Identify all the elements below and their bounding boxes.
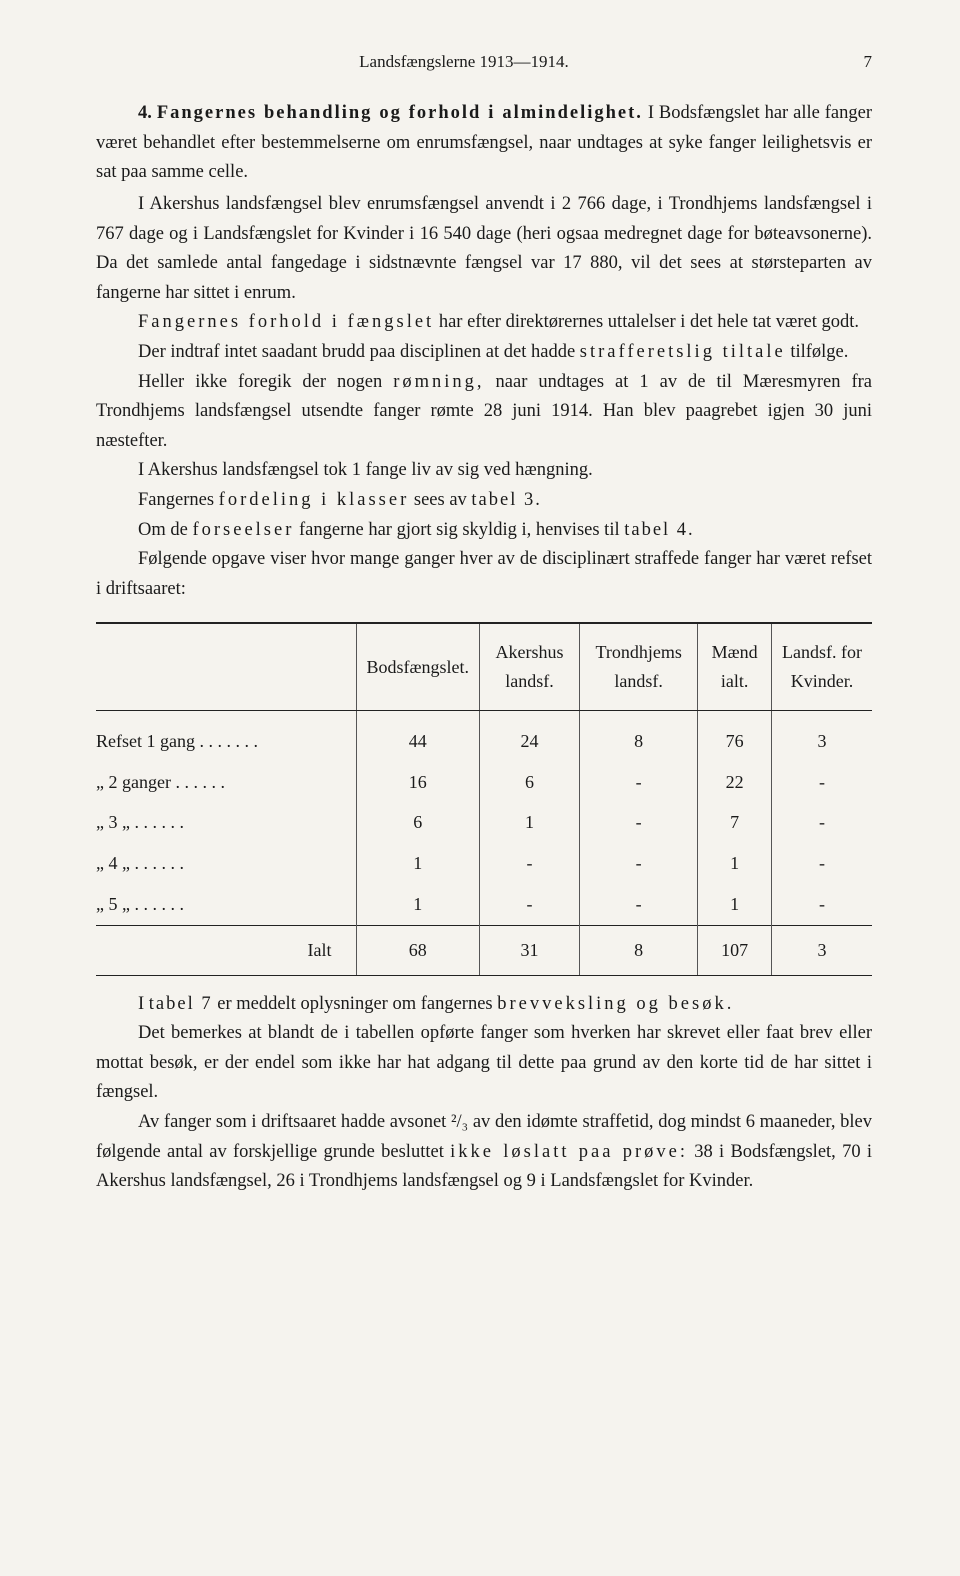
table-header-empty: [96, 623, 356, 710]
page-number: 7: [832, 48, 872, 75]
cell: 16: [356, 762, 480, 803]
para-4-tail: tilfølge.: [790, 342, 848, 362]
para-3: Fangernes forhold i fængslet har efter d…: [96, 308, 872, 338]
cell: 6: [480, 762, 580, 803]
header-title: Landsfængslerne 1913—1914.: [96, 48, 832, 75]
cell: 6: [356, 802, 480, 843]
row-label: „ 2 ganger . . . . . .: [96, 762, 356, 803]
table-row: „ 3 „ . . . . . . 6 1 - 7 -: [96, 802, 872, 843]
cell: -: [771, 802, 872, 843]
cell: -: [480, 884, 580, 925]
table-header-row: Bodsfængslet. Akershus landsf. Trondhjem…: [96, 623, 872, 710]
para-8-spaced: forseelser: [192, 520, 294, 540]
row-label: „ 5 „ . . . . . .: [96, 884, 356, 925]
cell: 1: [356, 884, 480, 925]
sum-label: Ialt: [96, 925, 356, 975]
cell: 44: [356, 710, 480, 761]
para-4-spaced: strafferetslig tiltale: [580, 342, 786, 362]
sum-cell: 107: [698, 925, 772, 975]
cell: 8: [580, 710, 698, 761]
table-row: Refset 1 gang . . . . . . . 44 24 8 76 3: [96, 710, 872, 761]
after1-tabel: tabel 7: [149, 994, 213, 1014]
para-8-pre: Om de: [138, 520, 192, 540]
cell: 1: [480, 802, 580, 843]
cell: 3: [771, 710, 872, 761]
para-6: I Akershus landsfængsel tok 1 fange liv …: [96, 456, 872, 486]
para-8-mid: fangerne har gjort sig skyldig i, henvis…: [294, 520, 624, 540]
section-4-title: 4. Fangernes behandling og forhold i alm…: [96, 99, 872, 188]
section-number: 4.: [138, 103, 152, 123]
running-header: Landsfængslerne 1913—1914. 7: [96, 48, 872, 75]
cell: -: [580, 884, 698, 925]
cell: 22: [698, 762, 772, 803]
table-row: „ 4 „ . . . . . . 1 - - 1 -: [96, 843, 872, 884]
cell: -: [580, 762, 698, 803]
table-header-3: Trondhjems landsf.: [580, 623, 698, 710]
para-after-3: Av fanger som i driftsaaret hadde avsone…: [96, 1108, 872, 1197]
para-4-pre: Der indtraf intet saadant brudd paa disc…: [138, 342, 580, 362]
row-label: Refset 1 gang . . . . . . .: [96, 710, 356, 761]
sum-cell: 68: [356, 925, 480, 975]
table-header-4: Mænd ialt.: [698, 623, 772, 710]
para-7-pre: Fangernes: [138, 490, 219, 510]
table-header-5: Landsf. for Kvinder.: [771, 623, 872, 710]
para-after-1: I tabel 7 er meddelt oplysninger om fang…: [96, 990, 872, 1020]
cell: 24: [480, 710, 580, 761]
after1-mid: er meddelt oplysninger om fangernes: [213, 994, 498, 1014]
para-3-tail: har efter direktørernes uttalelser i det…: [439, 312, 859, 332]
sum-cell: 8: [580, 925, 698, 975]
after3-ikke: ikke løslatt paa prøve:: [450, 1142, 688, 1162]
cell: -: [771, 843, 872, 884]
table-row: „ 5 „ . . . . . . 1 - - 1 -: [96, 884, 872, 925]
para-5-pre: Heller ikke foregik der nogen: [138, 372, 393, 392]
sum-cell: 3: [771, 925, 872, 975]
cell: -: [580, 843, 698, 884]
cell: -: [580, 802, 698, 843]
cell: 1: [698, 884, 772, 925]
cell: 76: [698, 710, 772, 761]
cell: -: [480, 843, 580, 884]
para-9: Følgende opgave viser hvor mange ganger …: [96, 545, 872, 604]
para-7-spaced: fordeling i klasser: [219, 490, 410, 510]
section-heading: Fangernes behandling og forhold i almind…: [157, 103, 643, 123]
cell: 7: [698, 802, 772, 843]
table-header-2: Akershus landsf.: [480, 623, 580, 710]
table-header-1: Bodsfængslet.: [356, 623, 480, 710]
para-7: Fangernes fordeling i klasser sees av ta…: [96, 486, 872, 516]
para-7-tabel: tabel 3.: [471, 490, 541, 510]
para-8: Om de forseelser fangerne har gjort sig …: [96, 516, 872, 546]
cell: 1: [356, 843, 480, 884]
para-8-tabel: tabel 4.: [624, 520, 694, 540]
row-label: „ 3 „ . . . . . .: [96, 802, 356, 843]
para-5: Heller ikke foregik der nogen rømning, n…: [96, 368, 872, 457]
cell: -: [771, 762, 872, 803]
after1-pre: I: [138, 994, 149, 1014]
cell: -: [771, 884, 872, 925]
table-row: „ 2 ganger . . . . . . 16 6 - 22 -: [96, 762, 872, 803]
after1-brev: brevveksling og besøk.: [497, 994, 734, 1014]
para-7-mid: sees av: [409, 490, 471, 510]
para-after-2: Det bemerkes at blandt de i tabellen opf…: [96, 1019, 872, 1108]
row-label: „ 4 „ . . . . . .: [96, 843, 356, 884]
para-5-spaced: rømning,: [393, 372, 484, 392]
cell: 1: [698, 843, 772, 884]
table-sum-row: Ialt 68 31 8 107 3: [96, 925, 872, 975]
discipline-table: Bodsfængslet. Akershus landsf. Trondhjem…: [96, 622, 872, 975]
para-4: Der indtraf intet saadant brudd paa disc…: [96, 338, 872, 368]
sum-cell: 31: [480, 925, 580, 975]
para-2: I Akershus landsfængsel blev enrumsfængs…: [96, 190, 872, 308]
para-3-spaced: Fangernes forhold i fængslet: [138, 312, 434, 332]
